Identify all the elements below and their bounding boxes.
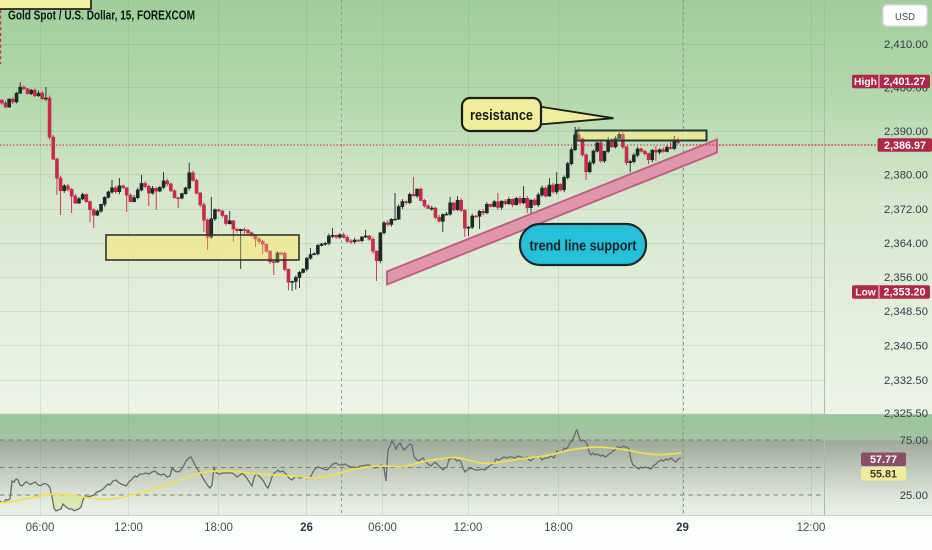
svg-text:2,348.50: 2,348.50 — [884, 306, 928, 318]
svg-text:18:00: 18:00 — [204, 522, 233, 534]
svg-text:High: High — [854, 77, 877, 88]
svg-text:29: 29 — [676, 522, 689, 534]
svg-text:2,332.50: 2,332.50 — [884, 375, 928, 387]
svg-text:Low: Low — [855, 288, 877, 299]
svg-text:2,390.00: 2,390.00 — [884, 126, 928, 138]
svg-text:12:00: 12:00 — [454, 522, 483, 534]
svg-text:75.00: 75.00 — [900, 435, 928, 447]
svg-text:06:00: 06:00 — [368, 522, 397, 534]
svg-text:55.81: 55.81 — [870, 468, 897, 480]
svg-text:2,325.50: 2,325.50 — [884, 408, 928, 420]
svg-text:trend line support: trend line support — [530, 238, 637, 255]
svg-text:2,364.00: 2,364.00 — [884, 238, 928, 250]
svg-text:resistance: resistance — [470, 107, 533, 124]
svg-text:Gold Spot / U.S. Dollar, 15, F: Gold Spot / U.S. Dollar, 15, FOREXCOM — [8, 9, 195, 23]
svg-text:2,386.97: 2,386.97 — [884, 140, 926, 152]
svg-text:12:00: 12:00 — [797, 522, 826, 534]
svg-text:57.77: 57.77 — [870, 454, 897, 466]
svg-text:12:00: 12:00 — [114, 522, 143, 534]
svg-text:26: 26 — [300, 522, 313, 534]
svg-text:06:00: 06:00 — [26, 522, 55, 534]
svg-text:USD: USD — [895, 11, 915, 23]
svg-text:2,410.00: 2,410.00 — [884, 39, 928, 51]
svg-text:2,380.00: 2,380.00 — [884, 169, 928, 181]
svg-text:2,340.50: 2,340.50 — [884, 340, 928, 352]
svg-text:2,353.20: 2,353.20 — [883, 287, 925, 299]
svg-text:2,356.00: 2,356.00 — [884, 272, 928, 284]
svg-text:25.00: 25.00 — [900, 490, 928, 502]
svg-text:18:00: 18:00 — [544, 522, 573, 534]
svg-text:2,401.27: 2,401.27 — [883, 76, 925, 88]
svg-text:2,372.00: 2,372.00 — [884, 204, 928, 216]
